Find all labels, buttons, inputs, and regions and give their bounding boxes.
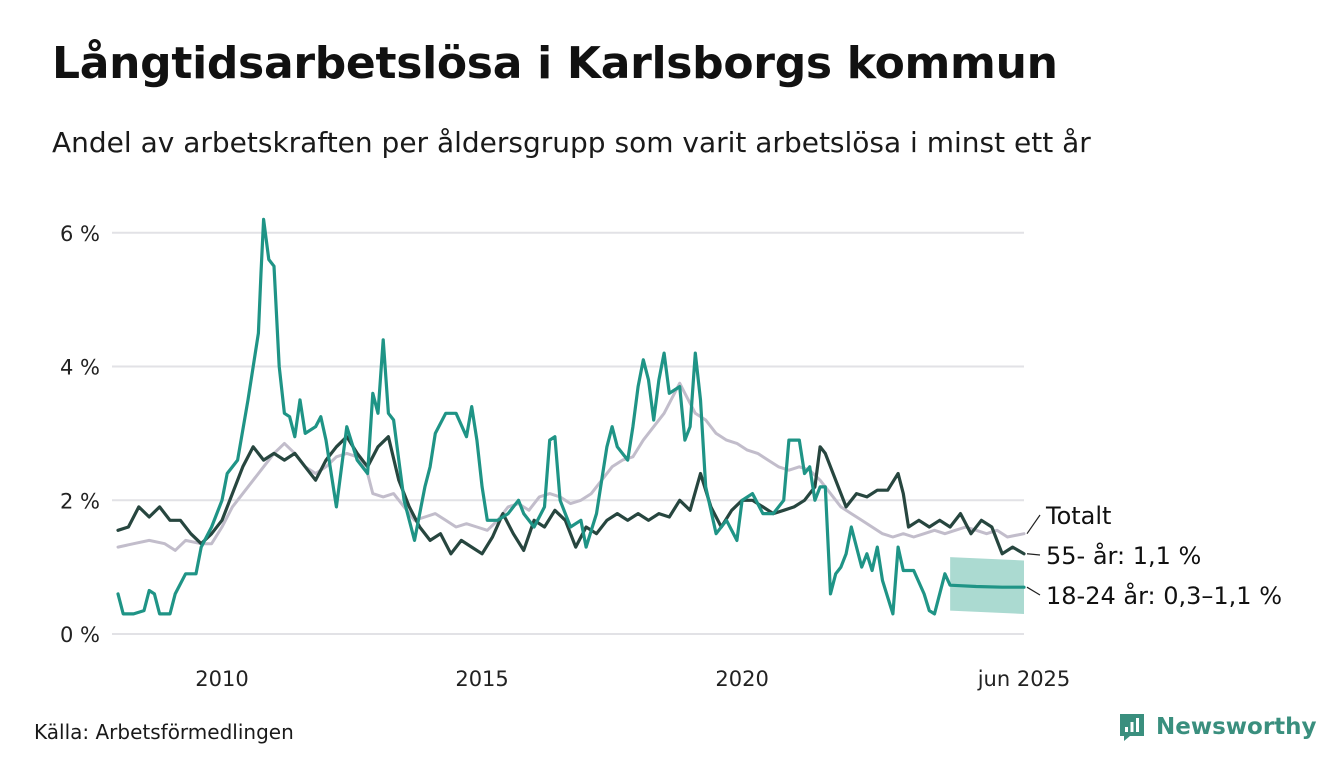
x-tick-label: 2010 [195, 667, 248, 691]
x-tick-label: jun 2025 [977, 667, 1071, 691]
y-tick-label: 4 % [60, 356, 100, 380]
end-label-leader [1026, 553, 1041, 556]
y-tick-label: 0 % [60, 623, 100, 647]
x-tick-label: 2020 [715, 667, 768, 691]
chart-title: Långtidsarbetslösa i Karlsborgs kommun [52, 38, 1058, 89]
y-axis-labels: 0 % 2 % 4 % 6 % [60, 222, 100, 647]
series-lines [116, 217, 1026, 616]
end-label-leader [1026, 514, 1041, 535]
y-tick-label: 6 % [60, 222, 100, 246]
brand-name: Newsworthy [1156, 714, 1317, 740]
x-tick-label: 2015 [455, 667, 508, 691]
x-axis-labels: 2010 2015 2020 jun 2025 [195, 667, 1070, 691]
end-label-leader [1026, 586, 1041, 596]
brand: Newsworthy [1118, 712, 1317, 742]
series-end-label: Totalt [1045, 502, 1111, 530]
series-line-2 [116, 217, 1026, 616]
newsworthy-logo-icon [1120, 714, 1144, 741]
series-end-labels: Totalt 55- år: 1,1 % 18-24 år: 0,3–1,1 % [1026, 502, 1282, 610]
series-end-label: 18-24 år: 0,3–1,1 % [1046, 581, 1282, 610]
y-tick-label: 2 % [60, 489, 100, 513]
series-line-0 [116, 381, 1026, 552]
series-line-1 [116, 435, 1026, 556]
series-end-label: 55- år: 1,1 % [1046, 541, 1201, 570]
chart-subtitle: Andel av arbetskraften per åldersgrupp s… [52, 126, 1091, 159]
source-label: Källa: Arbetsförmedlingen [34, 720, 294, 744]
grid-lines [112, 231, 1024, 635]
